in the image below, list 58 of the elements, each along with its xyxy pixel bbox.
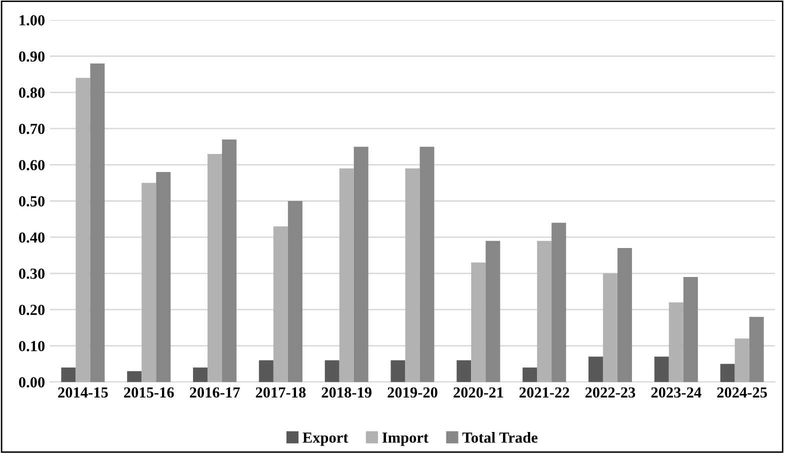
x-tick-label: 2022-23 [585,387,636,398]
bar [683,277,698,382]
bar [420,146,434,382]
bar [127,371,142,382]
bar [90,63,105,382]
bar [222,139,237,382]
x-tick-label: 2016-17 [190,387,240,398]
bar [156,172,171,382]
y-tick-label: 0.20 [18,304,45,316]
y-tick-label: 0.80 [18,88,45,98]
y-tick-label: 0.30 [18,268,45,279]
x-tick-label: 2017-18 [256,387,306,398]
bar [617,248,632,382]
bar [537,240,552,382]
bar [324,360,340,382]
x-tick-label: 2021-22 [520,387,570,398]
bar [602,273,618,382]
y-tick-label: 0.00 [18,377,45,388]
y-tick-label: 1.00 [20,15,45,26]
bar [273,226,288,382]
bar [288,201,302,382]
bar [720,364,735,382]
bar [552,222,566,382]
bar [339,168,354,382]
bar [208,154,222,382]
legend-label: Total Trade [462,432,538,443]
bar [522,368,538,382]
bar [668,302,684,382]
bar [588,356,603,382]
bar [193,368,208,382]
bar [76,78,90,382]
bar [734,338,750,382]
bar [749,316,764,382]
bar [142,182,156,382]
y-tick-label: 0.40 [18,232,45,243]
y-tick-label: 0.90 [18,51,45,62]
y-tick-label: 0.60 [18,160,45,170]
y-tick-label: 0.50 [18,196,45,207]
y-tick-label: 0.10 [18,340,45,352]
x-tick-label: 2023-24 [651,387,702,398]
bar [405,168,420,382]
bar [61,368,76,382]
bar [456,360,472,382]
bar [654,356,669,382]
x-tick-label: 2020-21 [454,387,504,398]
x-tick-label: 2018-19 [322,387,372,398]
legend-label: Export [302,432,348,446]
x-tick-label: 2014-15 [58,387,108,398]
y-tick-label: 0.70 [18,124,45,134]
bar [258,360,274,382]
legend-label: Import [382,432,428,446]
bar [471,262,486,382]
bar [486,240,500,382]
x-tick-label: 2019-20 [388,387,438,398]
x-tick-label: 2024-25 [717,387,767,398]
bar [354,146,368,382]
bar [390,360,406,382]
x-tick-label: 2015-16 [124,387,174,398]
